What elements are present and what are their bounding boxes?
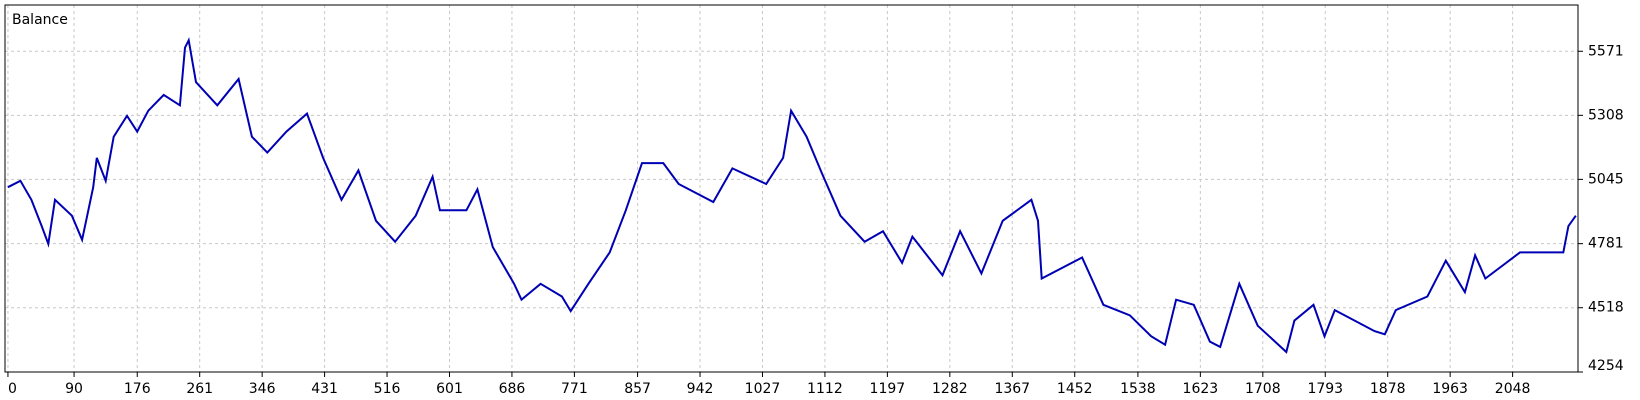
x-tick-label: 176: [124, 381, 151, 397]
x-tick-label: 1112: [807, 381, 843, 397]
chart-title: Balance: [12, 12, 68, 28]
x-tick-label: 771: [561, 381, 588, 397]
balance-line: [7, 37, 1577, 354]
x-tick-label: 346: [249, 381, 276, 397]
y-tick-label: 5571: [1588, 43, 1624, 59]
x-tick-label: 516: [374, 381, 401, 397]
x-tick-label: 431: [311, 381, 338, 397]
x-tick-label: 2048: [1495, 381, 1531, 397]
x-tick-label: 1027: [745, 381, 781, 397]
x-tick-label: 1878: [1370, 381, 1406, 397]
x-tick-label: 0: [8, 381, 17, 397]
x-tick-label: 90: [65, 381, 83, 397]
x-tick-label: 857: [624, 381, 651, 397]
series: [7, 37, 1577, 354]
plot-area: [5, 5, 1578, 372]
x-tick-label: 1963: [1432, 381, 1468, 397]
grid: [5, 5, 1578, 373]
y-tick-label: 4518: [1588, 300, 1624, 316]
x-tick-label: 1452: [1057, 381, 1093, 397]
y-tick-label: 5045: [1588, 171, 1624, 187]
x-tick-label: 601: [436, 381, 463, 397]
x-tick-label: 1367: [994, 381, 1030, 397]
x-tick-label: 1538: [1120, 381, 1156, 397]
x-tick-label: 1793: [1307, 381, 1343, 397]
x-tick-label: 686: [499, 381, 526, 397]
x-tick-label: 1708: [1245, 381, 1281, 397]
x-tick-label: 1623: [1183, 381, 1219, 397]
y-tick-label: 4254: [1588, 358, 1624, 374]
x-tick-label: 1282: [932, 381, 968, 397]
y-tick-label: 4781: [1588, 236, 1624, 252]
x-tick-label: 1197: [870, 381, 906, 397]
y-tick-label: 5308: [1588, 107, 1624, 123]
x-tick-label: 942: [687, 381, 714, 397]
plot-frame: [4, 4, 1579, 373]
x-tick-label: 261: [186, 381, 213, 397]
